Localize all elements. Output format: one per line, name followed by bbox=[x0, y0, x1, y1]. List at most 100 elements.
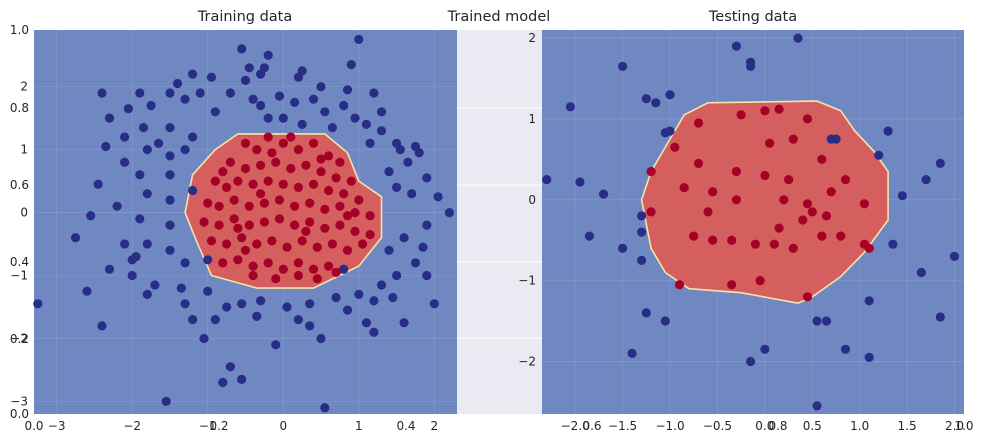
train-outer-point bbox=[422, 220, 432, 230]
overlay-ytick-label: 1.0 bbox=[10, 23, 29, 37]
test-inner-point bbox=[807, 207, 817, 217]
test-xtick-label: −2.0 bbox=[561, 419, 590, 433]
test-outer-point bbox=[651, 98, 661, 108]
train-outer-point bbox=[305, 321, 315, 331]
train-outer-point bbox=[339, 264, 349, 274]
test-outer-point bbox=[627, 348, 637, 358]
train-inner-point bbox=[320, 223, 330, 233]
test-outer-point bbox=[599, 189, 609, 199]
test-inner-point bbox=[779, 195, 789, 205]
train-inner-point bbox=[316, 154, 326, 164]
train-outer-point bbox=[384, 245, 394, 255]
train-outer-point bbox=[263, 50, 273, 60]
train-inner-point bbox=[278, 138, 288, 148]
train-outer-point bbox=[135, 214, 145, 224]
train-inner-point bbox=[297, 236, 307, 246]
train-outer-point bbox=[97, 88, 107, 98]
train-outer-point bbox=[399, 318, 409, 328]
train-inner-point bbox=[278, 264, 288, 274]
train-outer-point bbox=[195, 88, 205, 98]
train-outer-point bbox=[180, 258, 190, 268]
overlay-xtick-label: 0.0 bbox=[24, 419, 43, 433]
train-outer-point bbox=[271, 340, 281, 350]
train-inner-point bbox=[222, 239, 232, 249]
test-inner-point bbox=[774, 104, 784, 114]
test-inner-point bbox=[646, 207, 656, 217]
test-outer-point bbox=[665, 126, 675, 136]
test-inner-point bbox=[689, 231, 699, 241]
train-inner-point bbox=[274, 195, 285, 205]
train-outer-point bbox=[290, 97, 300, 107]
test-outer-point bbox=[575, 177, 585, 187]
train-xtick-label: −3 bbox=[48, 419, 66, 433]
train-outer-point bbox=[305, 299, 315, 309]
test-inner-point bbox=[731, 166, 742, 177]
train-inner-point bbox=[293, 145, 303, 155]
train-inner-point bbox=[290, 201, 300, 211]
test-inner-point bbox=[755, 276, 765, 286]
train-inner-point bbox=[358, 239, 368, 249]
train-outer-point bbox=[297, 66, 307, 76]
test-outer-point bbox=[812, 316, 822, 326]
test-outer-point bbox=[921, 175, 931, 185]
train-outer-point bbox=[376, 126, 387, 136]
train-inner-point bbox=[240, 245, 251, 255]
test-outer-point bbox=[935, 158, 945, 168]
train-inner-point bbox=[222, 182, 232, 192]
train-outer-point bbox=[120, 132, 130, 142]
test-inner-point bbox=[760, 170, 770, 181]
test-inner-point bbox=[708, 187, 718, 197]
train-outer-point bbox=[135, 88, 145, 98]
test-outer-point bbox=[637, 227, 647, 237]
test-xtick-label: −1.0 bbox=[655, 419, 684, 433]
test-outer-point bbox=[864, 296, 874, 306]
train-outer-point bbox=[97, 321, 107, 331]
train-outer-point bbox=[422, 270, 432, 281]
train-outer-point bbox=[278, 113, 288, 123]
train-inner-point bbox=[259, 217, 269, 227]
train-outer-point bbox=[297, 119, 307, 129]
train-outer-point bbox=[131, 252, 141, 262]
train-outer-point bbox=[138, 123, 149, 133]
train-inner-point bbox=[229, 214, 239, 224]
train-inner-point bbox=[252, 145, 262, 155]
train-outer-point bbox=[172, 78, 183, 89]
train-outer-point bbox=[150, 280, 160, 290]
train-inner-point bbox=[233, 255, 243, 265]
train-inner-point bbox=[225, 157, 235, 167]
train-title: Training data bbox=[197, 9, 292, 25]
train-inner-point bbox=[342, 211, 353, 221]
train-outer-point bbox=[112, 201, 122, 211]
train-outer-point bbox=[376, 107, 387, 117]
train-inner-point bbox=[365, 230, 375, 240]
train-outer-point bbox=[161, 396, 171, 406]
test-inner-point bbox=[727, 280, 737, 290]
test-outer-point bbox=[812, 401, 822, 411]
test-inner-point bbox=[708, 235, 718, 245]
train-outer-point bbox=[237, 374, 247, 384]
train-inner-point bbox=[263, 176, 273, 186]
test-outer-point bbox=[831, 134, 841, 144]
test-inner-point bbox=[826, 187, 836, 197]
train-outer-point bbox=[154, 138, 164, 148]
train-inner-point bbox=[324, 261, 334, 271]
test-xtick-label: 1.5 bbox=[898, 419, 917, 433]
train-outer-point bbox=[339, 100, 349, 111]
test-ytick-label: 0 bbox=[528, 193, 536, 207]
train-outer-point bbox=[165, 195, 175, 205]
train-inner-point bbox=[240, 163, 251, 174]
train-inner-point bbox=[259, 198, 269, 208]
train-ytick-label: −1 bbox=[10, 269, 28, 283]
train-outer-point bbox=[222, 302, 232, 312]
test-outer-point bbox=[665, 90, 675, 100]
train-outer-point bbox=[369, 88, 379, 98]
test-ytick-label: −2 bbox=[518, 354, 536, 368]
train-inner-point bbox=[233, 176, 243, 186]
train-outer-point bbox=[263, 113, 273, 123]
test-outer-point bbox=[760, 344, 770, 354]
overlay-xtick-label: 1.0 bbox=[954, 419, 973, 433]
test-outer-point bbox=[888, 239, 898, 249]
train-xtick-label: 1 bbox=[355, 419, 363, 433]
train-inner-point bbox=[267, 148, 277, 158]
train-outer-point bbox=[203, 255, 213, 265]
